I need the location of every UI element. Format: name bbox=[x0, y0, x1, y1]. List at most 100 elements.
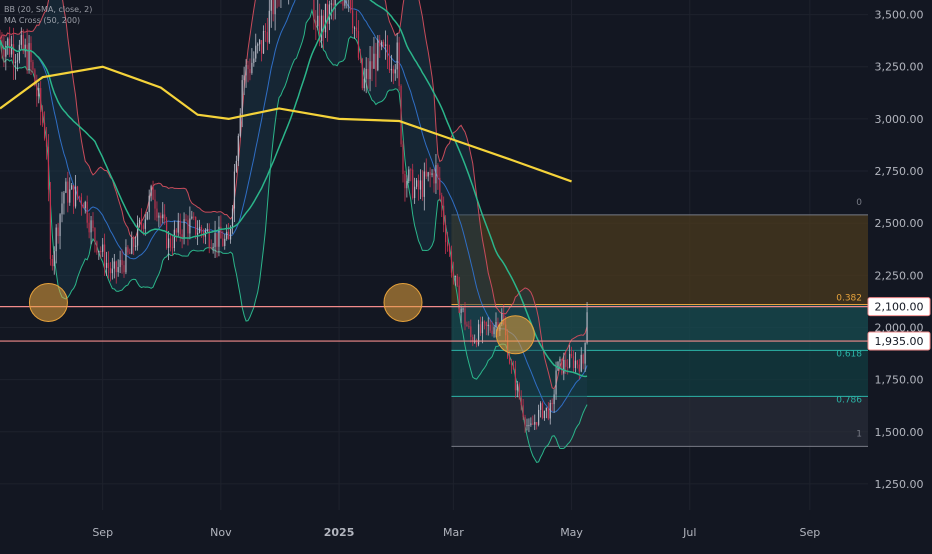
candle-body bbox=[450, 251, 453, 273]
candle bbox=[266, 17, 268, 51]
candle bbox=[379, 34, 381, 58]
price-tag[interactable] bbox=[867, 297, 931, 317]
candle bbox=[317, 0, 319, 31]
candle bbox=[578, 358, 580, 380]
candle bbox=[375, 42, 377, 88]
candle bbox=[14, 54, 17, 80]
candle bbox=[365, 57, 367, 94]
indicator-legend[interactable]: BB (20, SMA, close, 2) MA Cross (50, 200… bbox=[4, 4, 92, 26]
candle-body bbox=[55, 227, 57, 252]
candle bbox=[260, 40, 263, 62]
candle bbox=[524, 414, 526, 433]
candle-body bbox=[167, 238, 170, 249]
candle bbox=[483, 320, 485, 330]
candle bbox=[32, 59, 34, 74]
sma200-line bbox=[0, 65, 572, 183]
candle-body bbox=[555, 370, 557, 395]
candle-body bbox=[98, 251, 100, 253]
candle-body bbox=[330, 3, 332, 5]
candle bbox=[532, 415, 534, 425]
fib-retracement[interactable]: 0 0.382 0.618 0.786 1 bbox=[451, 198, 868, 447]
ma-legend-label[interactable]: MA Cross (50, 200) bbox=[4, 16, 81, 25]
bb-legend-label[interactable]: BB (20, SMA, close, 2) bbox=[4, 5, 93, 14]
x-tick-label: Mar bbox=[443, 526, 464, 539]
candle bbox=[555, 361, 557, 400]
y-tick-label: 1,250.00 bbox=[875, 478, 924, 491]
candle-body bbox=[195, 216, 197, 235]
candle bbox=[156, 201, 158, 222]
candle bbox=[520, 390, 522, 411]
candle bbox=[388, 44, 391, 74]
bollinger-bands bbox=[0, 0, 588, 464]
bb-lower-line bbox=[0, 8, 588, 464]
candle bbox=[224, 234, 226, 250]
highlight-circle[interactable] bbox=[383, 282, 423, 322]
annotations[interactable]: 2,100.00 1,935.00 bbox=[0, 282, 931, 355]
candle bbox=[146, 211, 148, 221]
candle bbox=[53, 246, 55, 275]
candle bbox=[226, 224, 228, 241]
candle bbox=[559, 356, 561, 369]
candle-body bbox=[328, 4, 330, 24]
candle bbox=[516, 380, 518, 398]
candle-body bbox=[214, 233, 216, 247]
candle bbox=[115, 260, 117, 284]
y-tick-label: 2,750.00 bbox=[875, 165, 924, 178]
candle bbox=[123, 260, 125, 278]
candle-body bbox=[239, 113, 241, 136]
candle-body bbox=[20, 35, 22, 45]
candle bbox=[491, 321, 493, 337]
candle-body bbox=[245, 65, 247, 76]
candle bbox=[433, 168, 435, 193]
candle-body bbox=[228, 231, 230, 240]
candle-body bbox=[402, 144, 404, 174]
y-tick-label: 3,000.00 bbox=[875, 113, 924, 126]
candle bbox=[576, 359, 578, 369]
candle-body bbox=[377, 39, 379, 71]
candle bbox=[355, 10, 358, 39]
candle-body bbox=[400, 85, 402, 145]
candle-body bbox=[419, 180, 422, 190]
x-tick-label: 2025 bbox=[324, 526, 355, 539]
candle-body bbox=[485, 322, 487, 326]
candle-body bbox=[9, 38, 11, 55]
candle-body bbox=[30, 43, 32, 63]
candle-body bbox=[5, 46, 7, 57]
candle bbox=[404, 170, 406, 202]
candle bbox=[231, 205, 234, 234]
candle-body bbox=[433, 173, 435, 184]
candle bbox=[561, 358, 563, 376]
candle bbox=[361, 57, 363, 91]
candle bbox=[584, 342, 586, 373]
candle bbox=[514, 360, 516, 399]
candle-body bbox=[74, 186, 77, 207]
candle-body bbox=[71, 185, 73, 190]
candle-body bbox=[200, 226, 203, 232]
candle bbox=[237, 133, 239, 167]
candle bbox=[435, 153, 437, 194]
candle-body bbox=[508, 357, 511, 364]
candle bbox=[419, 169, 422, 200]
highlight-circle[interactable] bbox=[28, 282, 68, 322]
candle-body bbox=[466, 324, 468, 327]
highlight-circle[interactable] bbox=[495, 315, 535, 355]
candle-body bbox=[551, 402, 553, 405]
candle bbox=[82, 202, 84, 209]
candle-body bbox=[423, 171, 425, 197]
candle-body bbox=[218, 226, 220, 247]
candle bbox=[530, 417, 532, 427]
candle bbox=[5, 41, 7, 71]
candle bbox=[42, 105, 44, 127]
candle bbox=[255, 33, 257, 62]
candle-body bbox=[88, 222, 90, 233]
candle bbox=[158, 212, 160, 228]
candle bbox=[94, 227, 96, 253]
candle bbox=[472, 334, 474, 347]
candle-body bbox=[313, 0, 315, 21]
price-tag[interactable] bbox=[867, 331, 931, 351]
candle-body bbox=[32, 62, 34, 70]
candle bbox=[528, 418, 530, 433]
candle-body bbox=[464, 308, 466, 325]
